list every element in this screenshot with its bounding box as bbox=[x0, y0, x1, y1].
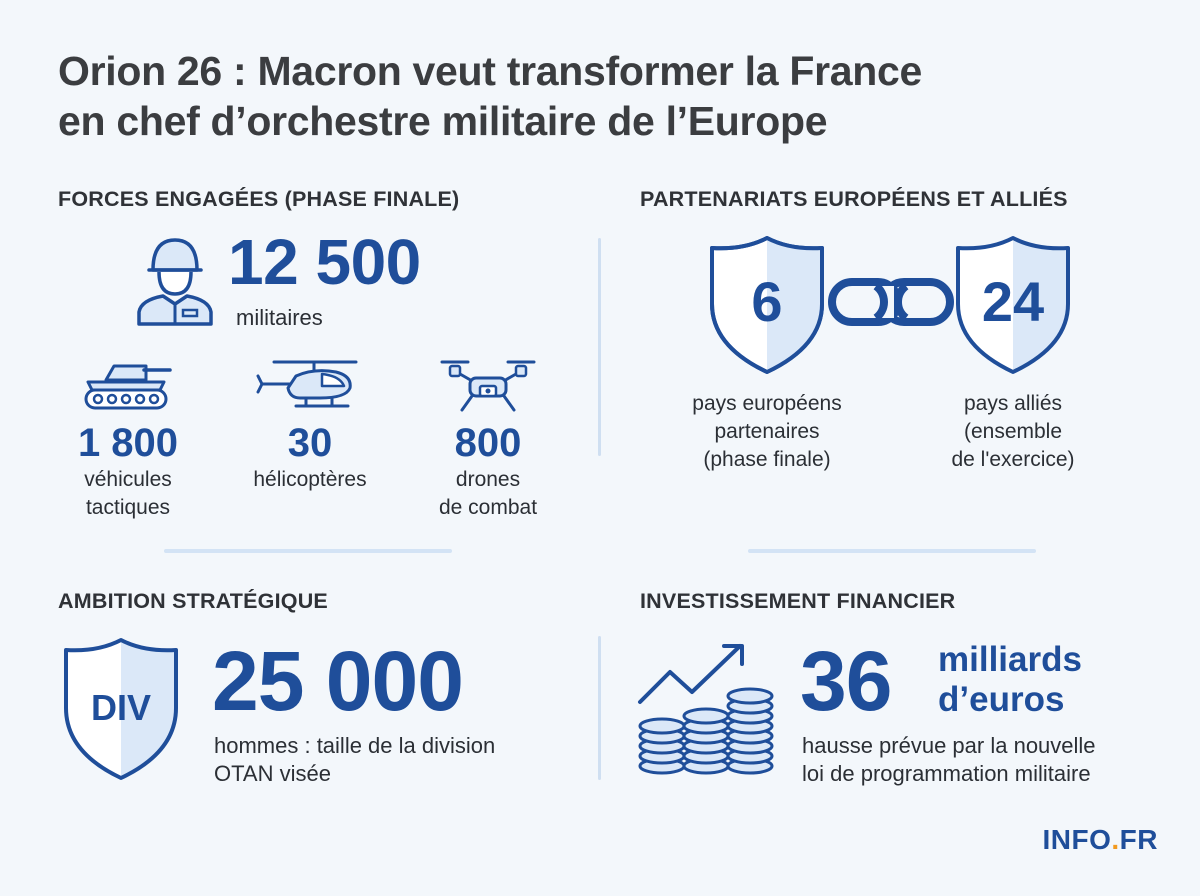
vehicles-value: 1 800 bbox=[77, 421, 179, 465]
title-line-2: en chef d’orchestre militaire de l’Europ… bbox=[58, 98, 828, 144]
ambition-heading: AMBITION STRATÉGIQUE bbox=[58, 589, 328, 613]
partners-heading: PARTENARIATS EUROPÉENS ET ALLIÉS bbox=[640, 187, 1068, 211]
vehicles-label: véhicules tactiques bbox=[48, 466, 208, 522]
finance-unit-line-1: milliards bbox=[938, 640, 1082, 679]
drones-label: drones de combat bbox=[408, 466, 568, 522]
soldier-icon bbox=[133, 232, 217, 326]
allies-label-line-1: pays alliés bbox=[963, 392, 1063, 415]
finance-unit-line-2: d’euros bbox=[938, 680, 1065, 719]
chain-link-icon bbox=[828, 272, 954, 332]
ambition-label-line-2: OTAN visée bbox=[214, 761, 331, 786]
drones-label-line-2: de combat bbox=[438, 496, 538, 519]
ambition-value: 25 000 bbox=[212, 634, 464, 728]
vertical-divider-bottom bbox=[598, 636, 601, 780]
shield-icon-allies bbox=[952, 234, 1074, 376]
vehicles-label-line-1: véhicules bbox=[84, 468, 172, 491]
coins-growth-icon bbox=[634, 640, 780, 776]
finance-unit: milliards d’euros bbox=[938, 640, 1082, 720]
european-label-line-3: (phase finale) bbox=[703, 448, 831, 471]
vehicles-label-line-2: tactiques bbox=[85, 496, 171, 519]
drone-icon bbox=[440, 356, 536, 414]
drones-label-line-1: drones bbox=[455, 468, 521, 491]
helicopters-label: hélicoptères bbox=[253, 468, 367, 491]
forces-heading: FORCES ENGAGÉES (PHASE FINALE) bbox=[58, 187, 460, 211]
finance-heading: INVESTISSEMENT FINANCIER bbox=[640, 589, 956, 613]
allies-label-line-3: de l'exercice) bbox=[951, 448, 1075, 471]
drones-value: 800 bbox=[454, 421, 522, 465]
horizontal-divider-right bbox=[748, 549, 1036, 553]
european-partners-value: 6 bbox=[751, 270, 783, 333]
finance-value: 36 bbox=[800, 634, 892, 728]
european-label-line-1: pays européens bbox=[692, 392, 842, 415]
finance-label: hausse prévue par la nouvelle loi de pro… bbox=[802, 732, 1096, 788]
title-line-1: Orion 26 : Macron veut transformer la Fr… bbox=[58, 48, 922, 94]
brand-logo: INFO.FR bbox=[1043, 824, 1159, 856]
division-badge: DIV bbox=[90, 687, 151, 728]
european-partners-label: pays européens partenaires (phase finale… bbox=[660, 390, 874, 474]
brand-part-2: FR bbox=[1119, 824, 1158, 855]
shield-icon bbox=[706, 234, 828, 376]
ambition-label: hommes : taille de la division OTAN visé… bbox=[214, 732, 495, 788]
page-title: Orion 26 : Macron veut transformer la Fr… bbox=[58, 46, 1158, 146]
european-label-line-2: partenaires bbox=[714, 420, 820, 443]
allies-label-line-2: (ensemble bbox=[963, 420, 1063, 443]
helicopter-icon bbox=[256, 354, 360, 412]
division-shield-icon bbox=[60, 636, 182, 782]
finance-label-line-2: loi de programmation militaire bbox=[802, 761, 1091, 786]
vertical-divider-top bbox=[598, 238, 601, 456]
finance-label-line-1: hausse prévue par la nouvelle bbox=[802, 733, 1096, 758]
helicopters-value: 30 bbox=[287, 421, 333, 465]
brand-dot: . bbox=[1111, 824, 1120, 855]
allies-label: pays alliés (ensemble de l'exercice) bbox=[906, 390, 1120, 474]
ambition-label-line-1: hommes : taille de la division bbox=[214, 733, 496, 758]
brand-part-1: INFO bbox=[1042, 824, 1112, 855]
soldiers-label: militaires bbox=[236, 305, 323, 330]
horizontal-divider-left bbox=[164, 549, 452, 553]
tank-icon bbox=[80, 356, 172, 412]
soldiers-value: 12 500 bbox=[228, 226, 421, 298]
allies-value: 24 bbox=[981, 270, 1045, 333]
